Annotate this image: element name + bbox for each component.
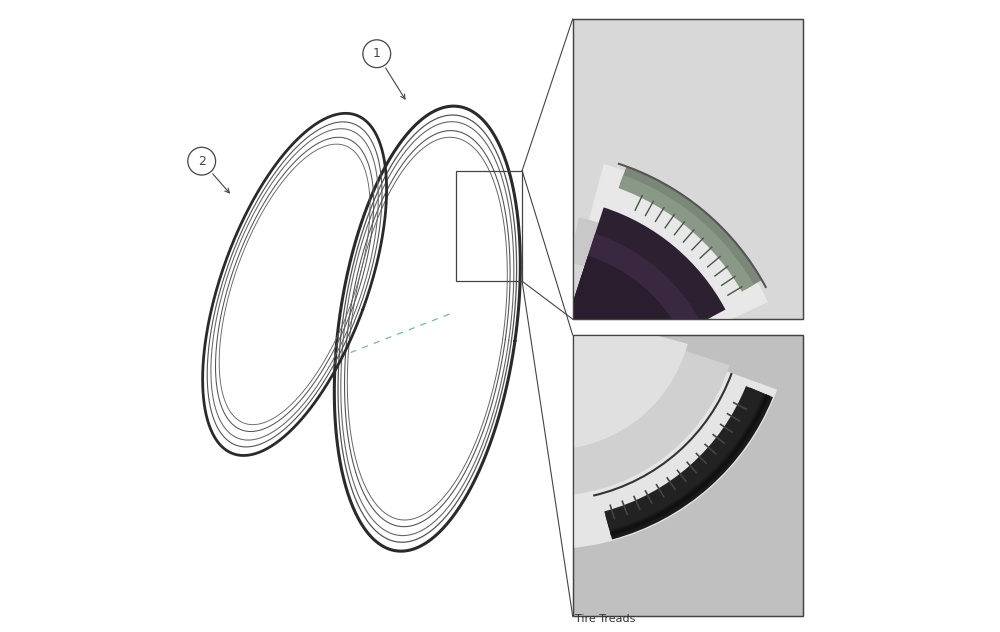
Wedge shape xyxy=(538,261,683,410)
Wedge shape xyxy=(543,307,730,496)
Bar xyxy=(573,19,803,319)
Wedge shape xyxy=(538,217,722,410)
Wedge shape xyxy=(550,307,777,549)
Wedge shape xyxy=(538,234,701,410)
Wedge shape xyxy=(538,207,725,410)
Text: 2: 2 xyxy=(198,155,206,167)
Text: 1: 1 xyxy=(373,47,381,60)
Bar xyxy=(573,19,803,319)
Wedge shape xyxy=(537,307,688,450)
Wedge shape xyxy=(538,256,681,410)
Bar xyxy=(573,335,803,616)
Bar xyxy=(573,335,803,616)
Wedge shape xyxy=(538,164,768,410)
Text: Tire Treads: Tire Treads xyxy=(575,614,635,624)
